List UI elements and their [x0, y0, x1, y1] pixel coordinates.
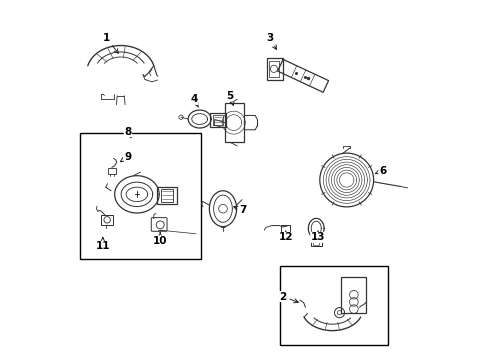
- Bar: [341, 277, 366, 313]
- Bar: [310, 238, 321, 246]
- Text: 9: 9: [120, 152, 131, 162]
- Text: 6: 6: [375, 166, 386, 176]
- Text: 3: 3: [265, 33, 276, 49]
- Bar: [210, 113, 226, 127]
- Text: 4: 4: [190, 94, 198, 107]
- Text: 2: 2: [279, 292, 298, 303]
- Text: 1: 1: [102, 33, 118, 53]
- Bar: [101, 215, 112, 225]
- Bar: [224, 103, 244, 142]
- Text: 12: 12: [278, 231, 292, 242]
- Text: 10: 10: [153, 233, 167, 246]
- Text: 5: 5: [226, 91, 234, 105]
- Bar: [80, 134, 201, 259]
- Bar: [268, 60, 278, 77]
- Bar: [212, 116, 223, 125]
- Bar: [312, 239, 319, 245]
- Bar: [280, 266, 387, 345]
- Text: 7: 7: [233, 206, 246, 216]
- Bar: [108, 168, 116, 174]
- Text: 8: 8: [124, 127, 131, 138]
- Text: 13: 13: [310, 231, 325, 242]
- Text: 11: 11: [95, 238, 110, 251]
- Bar: [161, 189, 173, 202]
- Bar: [266, 58, 282, 80]
- Bar: [157, 187, 177, 204]
- Bar: [281, 225, 290, 232]
